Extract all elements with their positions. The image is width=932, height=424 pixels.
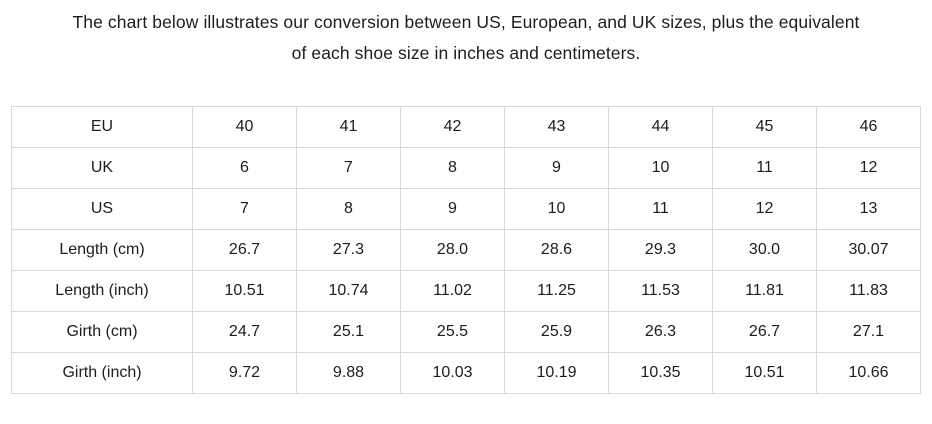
table-cell: 11 bbox=[608, 188, 713, 230]
size-conversion-table: EU 40 41 42 43 44 45 46 UK 6 7 8 9 10 11… bbox=[11, 106, 921, 394]
table-row-length-inch: Length (inch) 10.51 10.74 11.02 11.25 11… bbox=[11, 270, 921, 312]
table-cell: 11.53 bbox=[608, 270, 713, 312]
table-cell: 29.3 bbox=[608, 229, 713, 271]
table-cell: 45 bbox=[712, 106, 817, 148]
table-cell: 9 bbox=[400, 188, 505, 230]
table-cell: 8 bbox=[296, 188, 401, 230]
row-header-eu: EU bbox=[11, 106, 193, 148]
table-cell: 11.25 bbox=[504, 270, 609, 312]
intro-caption-line-2: of each shoe size in inches and centimet… bbox=[291, 43, 641, 63]
table-cell: 7 bbox=[296, 147, 401, 189]
table-cell: 28.0 bbox=[400, 229, 505, 271]
row-header-girth-inch: Girth (inch) bbox=[11, 352, 193, 394]
table-cell: 26.7 bbox=[192, 229, 297, 271]
intro-caption-line-1: The chart below illustrates our conversi… bbox=[72, 12, 860, 32]
table-cell: 11.81 bbox=[712, 270, 817, 312]
table-cell: 10 bbox=[504, 188, 609, 230]
table-cell: 10.51 bbox=[712, 352, 817, 394]
table-cell: 10.03 bbox=[400, 352, 505, 394]
table-cell: 7 bbox=[192, 188, 297, 230]
table-cell: 9.88 bbox=[296, 352, 401, 394]
row-header-length-cm: Length (cm) bbox=[11, 229, 193, 271]
table-cell: 40 bbox=[192, 106, 297, 148]
table-cell: 27.3 bbox=[296, 229, 401, 271]
table-cell: 25.9 bbox=[504, 311, 609, 353]
table-cell: 9 bbox=[504, 147, 609, 189]
table-row-eu: EU 40 41 42 43 44 45 46 bbox=[11, 106, 921, 148]
table-cell: 25.5 bbox=[400, 311, 505, 353]
table-cell: 30.07 bbox=[816, 229, 921, 271]
table-cell: 9.72 bbox=[192, 352, 297, 394]
table-cell: 10.35 bbox=[608, 352, 713, 394]
table-cell: 8 bbox=[400, 147, 505, 189]
table-cell: 27.1 bbox=[816, 311, 921, 353]
table-cell: 10.19 bbox=[504, 352, 609, 394]
table-cell: 42 bbox=[400, 106, 505, 148]
table-cell: 25.1 bbox=[296, 311, 401, 353]
table-cell: 26.3 bbox=[608, 311, 713, 353]
table-cell: 26.7 bbox=[712, 311, 817, 353]
table-row-girth-cm: Girth (cm) 24.7 25.1 25.5 25.9 26.3 26.7… bbox=[11, 311, 921, 353]
table-cell: 41 bbox=[296, 106, 401, 148]
row-header-length-inch: Length (inch) bbox=[11, 270, 193, 312]
table-cell: 10 bbox=[608, 147, 713, 189]
table-cell: 43 bbox=[504, 106, 609, 148]
table-row-uk: UK 6 7 8 9 10 11 12 bbox=[11, 147, 921, 189]
table-cell: 46 bbox=[816, 106, 921, 148]
row-header-uk: UK bbox=[11, 147, 193, 189]
table-cell: 10.66 bbox=[816, 352, 921, 394]
table-cell: 44 bbox=[608, 106, 713, 148]
intro-caption: The chart below illustrates our conversi… bbox=[0, 0, 932, 69]
table-cell: 30.0 bbox=[712, 229, 817, 271]
table-cell: 10.74 bbox=[296, 270, 401, 312]
row-header-us: US bbox=[11, 188, 193, 230]
table-cell: 28.6 bbox=[504, 229, 609, 271]
table-cell: 11.83 bbox=[816, 270, 921, 312]
table-row-us: US 7 8 9 10 11 12 13 bbox=[11, 188, 921, 230]
table-cell: 6 bbox=[192, 147, 297, 189]
table-cell: 24.7 bbox=[192, 311, 297, 353]
table-cell: 13 bbox=[816, 188, 921, 230]
table-cell: 11.02 bbox=[400, 270, 505, 312]
row-header-girth-cm: Girth (cm) bbox=[11, 311, 193, 353]
table-row-girth-inch: Girth (inch) 9.72 9.88 10.03 10.19 10.35… bbox=[11, 352, 921, 394]
table-cell: 12 bbox=[816, 147, 921, 189]
table-cell: 12 bbox=[712, 188, 817, 230]
table-cell: 11 bbox=[712, 147, 817, 189]
table-cell: 10.51 bbox=[192, 270, 297, 312]
table-row-length-cm: Length (cm) 26.7 27.3 28.0 28.6 29.3 30.… bbox=[11, 229, 921, 271]
